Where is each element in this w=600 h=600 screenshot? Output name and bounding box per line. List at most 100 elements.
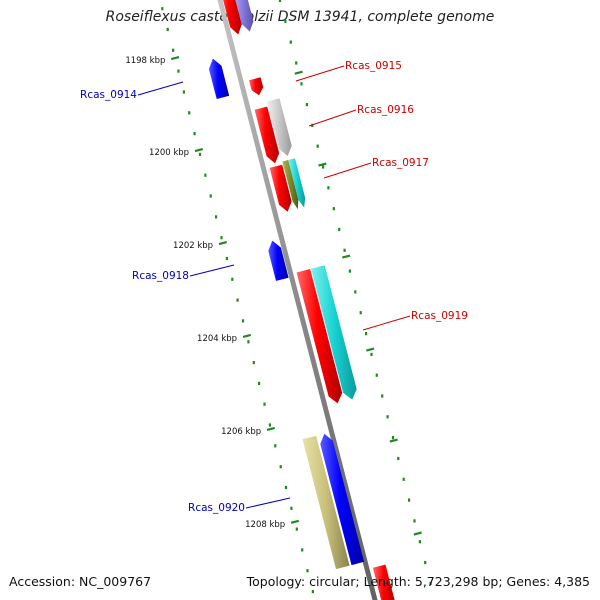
right-ruler-dot [300, 82, 303, 86]
left-ruler-dot [290, 506, 293, 510]
rrna-feature [235, 0, 254, 32]
left-ruler-dot [182, 90, 185, 94]
gene-label[interactable]: Rcas_0919 [411, 310, 468, 322]
gene-label[interactable]: Rcas_0918 [132, 270, 189, 282]
left-ruler-dot [231, 277, 234, 281]
right-ruler-dot [413, 519, 416, 523]
left-ruler-dot [247, 340, 250, 344]
left-ruler-dot [177, 69, 180, 73]
tick-label: 1204 kbp [197, 334, 237, 344]
cds-feature [296, 269, 343, 404]
left-ruler-dot [215, 215, 218, 219]
ruler-ticks: 1198 kbp 1200 kbp 1202 kbp 1204 kbp 1206 kbp… [125, 56, 422, 536]
gene-label-leader [308, 109, 357, 127]
gene-label-leader [245, 497, 291, 509]
cds-feature [223, 0, 242, 35]
left-ruler-dot [220, 236, 223, 240]
left-ruler-dot [236, 298, 239, 302]
map-title: Roseiflexus castenholzii DSM 13941, comp… [105, 9, 495, 25]
tick-mark [413, 531, 422, 536]
khaki-feature [302, 435, 350, 570]
left-ruler-dot [172, 48, 175, 52]
right-ruler-dot [370, 352, 373, 356]
gene-label[interactable]: Rcas_0917 [372, 157, 429, 169]
right-ruler-dot [278, 0, 282, 3]
olive-feature [282, 160, 299, 210]
right-ruler-dot [348, 269, 351, 273]
tick-mark [194, 147, 204, 153]
right-ruler-dot [424, 560, 427, 565]
right-ruler-dot [397, 456, 400, 461]
gene-label-leader [295, 65, 345, 82]
tick-label: 1208 kbp [245, 520, 285, 530]
tick-mark [290, 519, 300, 524]
cyan-feature [311, 265, 357, 400]
left-ruler-dot [252, 361, 255, 365]
genome-summary-text: Topology: circular; Length: 5,723,298 bp… [246, 574, 590, 589]
right-ruler-dot [408, 498, 411, 502]
tick-mark [342, 254, 351, 259]
tick-label: 1206 kbp [221, 427, 261, 437]
right-ruler-dot [418, 540, 421, 544]
cyan-feature [288, 158, 306, 208]
gene-label-leader [362, 315, 411, 331]
right-ruler-dot [375, 373, 378, 377]
left-ruler-dot [311, 590, 314, 594]
gene-features [208, 0, 395, 600]
cds-feature [372, 564, 395, 600]
left-ruler-dot [204, 173, 207, 177]
cds-feature [254, 106, 280, 164]
left-ruler-dot [301, 548, 304, 552]
right-ruler-dot [332, 207, 335, 211]
tick-mark [294, 70, 303, 75]
right-ruler-dot [295, 61, 298, 65]
gene-label-leader [323, 162, 372, 179]
tick-mark [389, 438, 398, 443]
reverse-gene-feature [268, 240, 289, 281]
right-ruler-dot [316, 144, 319, 148]
tick-mark [266, 426, 276, 431]
left-ruler-dot [225, 256, 228, 261]
ruler-dots [161, 0, 432, 594]
right-ruler-dot [381, 394, 384, 398]
tick-mark [242, 333, 252, 339]
right-ruler-dot [322, 165, 325, 169]
gene-label-leader [137, 81, 184, 96]
left-ruler-dot [198, 152, 202, 156]
left-ruler-dot [241, 319, 245, 323]
right-ruler-dot [359, 311, 362, 315]
right-ruler-dot [391, 436, 395, 440]
gene-label-leader [189, 264, 235, 277]
left-ruler-dot [274, 444, 277, 448]
tick-mark [318, 162, 327, 167]
accession-text: Accession: NC_009767 [9, 574, 152, 589]
left-ruler-dot [166, 27, 169, 32]
left-ruler-dot [193, 132, 196, 136]
cds-feature [269, 164, 292, 212]
reverse-gene-feature [208, 58, 230, 99]
right-ruler-dot [365, 332, 368, 336]
left-ruler-dot [279, 465, 282, 469]
left-ruler-dot [209, 194, 212, 198]
cds-feature [249, 77, 264, 96]
gene-label[interactable]: Rcas_0916 [357, 104, 414, 116]
reverse-gene-feature [320, 433, 365, 566]
right-ruler-dot [386, 415, 389, 419]
right-ruler-dot [354, 290, 357, 294]
gene-label[interactable]: Rcas_0920 [188, 502, 245, 514]
right-ruler-dot [284, 19, 287, 23]
gene-label[interactable]: Rcas_0915 [345, 60, 402, 72]
tick-label: 1202 kbp [173, 241, 213, 251]
right-ruler-dot [343, 248, 346, 252]
gene-label[interactable]: Rcas_0914 [80, 89, 137, 101]
right-ruler-dot [338, 227, 341, 232]
tick-mark [170, 56, 180, 61]
backbone-line [217, 0, 378, 600]
left-ruler-dot [188, 111, 191, 115]
left-ruler-dot [268, 423, 271, 427]
tick-mark [218, 240, 228, 246]
tick-label: 1200 kbp [149, 148, 189, 158]
left-ruler-dot [258, 381, 261, 385]
right-ruler-dot [327, 186, 330, 190]
